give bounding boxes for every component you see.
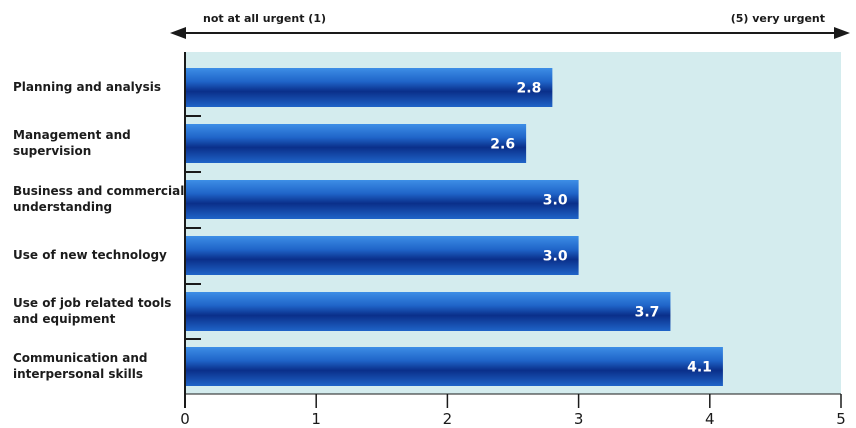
scale-left-label: not at all urgent (1): [203, 12, 326, 25]
category-label-line: Use of new technology: [13, 248, 167, 262]
bar-value-label: 3.0: [543, 249, 568, 265]
category-label-line: and equipment: [13, 312, 116, 326]
bar-4: [185, 236, 579, 275]
bar-value-label: 3.0: [543, 193, 568, 209]
x-tick-label: 2: [443, 410, 453, 428]
bar-5: [185, 292, 671, 331]
category-label-line: Business and commercial: [13, 184, 185, 198]
category-label: Use of job related tools and equipment: [13, 295, 188, 327]
left-arrow-icon: [170, 27, 186, 39]
category-label: Business and commercial understanding: [13, 183, 188, 215]
scale-right-label: (5) very urgent: [731, 12, 825, 25]
category-label: Management and supervision: [13, 127, 188, 159]
category-label-line: understanding: [13, 200, 113, 214]
bar-1: [185, 68, 553, 107]
x-tick-label: 1: [311, 410, 321, 428]
bar-3: [185, 180, 579, 219]
plot-background: [185, 52, 841, 394]
category-label-line: Communication and: [13, 351, 148, 365]
x-tick-label: 4: [705, 410, 715, 428]
category-label: Communication and interpersonal skills: [13, 350, 188, 382]
bar-6: [185, 347, 723, 386]
x-tick-label: 0: [180, 410, 190, 428]
category-label-line: interpersonal skills: [13, 367, 144, 381]
category-label-line: Management and: [13, 128, 131, 142]
category-label: Use of new technology: [13, 247, 188, 263]
bar-value-label: 4.1: [687, 360, 712, 376]
category-label: Planning and analysis: [13, 79, 188, 95]
category-label-line: supervision: [13, 144, 92, 158]
bar-2: [185, 124, 527, 163]
x-tick-label: 5: [836, 410, 846, 428]
bar-value-label: 3.7: [635, 305, 660, 321]
category-label-line: Use of job related tools: [13, 296, 172, 310]
right-arrow-icon: [834, 27, 850, 39]
bar-value-label: 2.8: [517, 81, 542, 97]
x-tick-label: 3: [574, 410, 584, 428]
category-label-line: Planning and analysis: [13, 80, 161, 94]
bar-value-label: 2.6: [490, 137, 515, 153]
